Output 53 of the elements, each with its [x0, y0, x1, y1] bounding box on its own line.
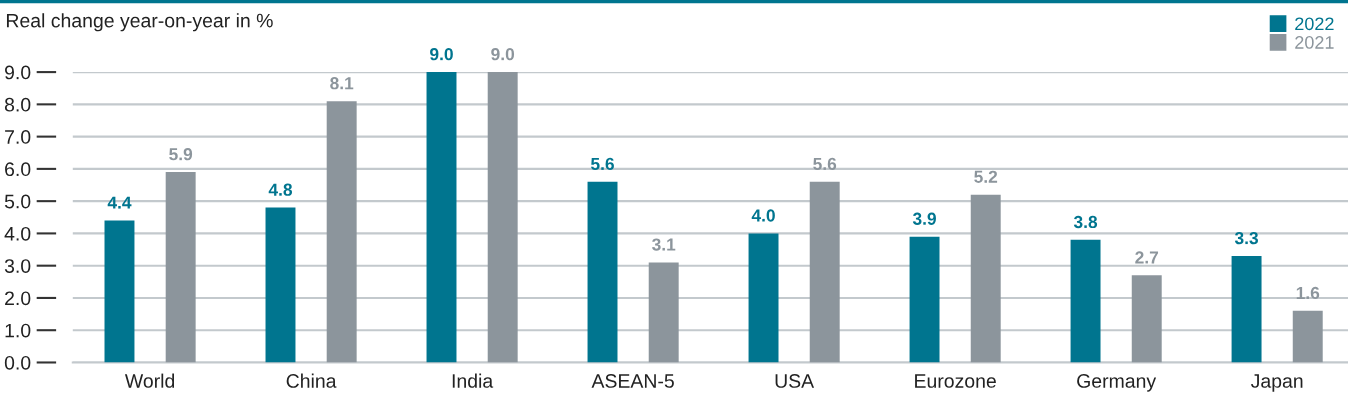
data-label: 1.6 — [1296, 286, 1320, 300]
x-tick-label: Eurozone — [915, 374, 996, 388]
bar — [165, 172, 196, 363]
y-tick-label: 1.0 — [5, 323, 31, 338]
data-label: 5.6 — [813, 157, 837, 171]
bar — [587, 181, 618, 363]
data-label: 3.1 — [652, 238, 676, 251]
bar — [909, 236, 940, 363]
bar — [1292, 310, 1323, 363]
x-tick-label: China — [286, 373, 337, 388]
data-label: 4.4 — [107, 196, 132, 209]
x-tick-label: USA — [775, 374, 815, 388]
bar — [104, 220, 135, 363]
x-tick-label: World — [124, 373, 175, 388]
data-label: 5.9 — [169, 148, 193, 161]
data-label: 3.3 — [1234, 231, 1258, 245]
y-tick-label: 7.0 — [5, 130, 31, 144]
data-label: 3.9 — [912, 212, 936, 225]
data-label: 5.2 — [974, 170, 998, 183]
bar — [1231, 256, 1262, 363]
y-tick-label: 8.0 — [4, 97, 31, 112]
bar — [648, 262, 679, 363]
data-label: 8.1 — [330, 77, 354, 90]
bar — [265, 207, 296, 363]
bar — [326, 101, 357, 363]
y-tick-label: 9.0 — [5, 65, 31, 80]
y-tick-label: 4.0 — [4, 226, 31, 241]
data-label: 4.0 — [751, 209, 775, 222]
bar — [748, 233, 779, 363]
data-label: 4.8 — [268, 183, 293, 196]
y-tick-label: 6.0 — [5, 162, 31, 177]
x-tick-label: Germany — [1077, 374, 1157, 392]
x-tick-label: ASEAN-5 — [591, 374, 674, 388]
y-tick-label: 3.0 — [4, 259, 31, 273]
y-axis-title: Real change year-on-year in % — [6, 13, 273, 32]
data-label: 2.7 — [1135, 251, 1159, 264]
bar — [487, 72, 518, 363]
legend-label: 2021 — [1295, 36, 1334, 49]
x-tick-label: India — [452, 373, 494, 388]
data-label: 5.6 — [590, 157, 614, 171]
data-label: 9.0 — [430, 48, 453, 61]
bar — [1131, 275, 1162, 363]
y-tick-label: 0.0 — [4, 355, 31, 370]
bar — [809, 181, 840, 363]
bar — [1070, 239, 1101, 363]
data-label: 3.8 — [1073, 215, 1098, 229]
bar — [970, 194, 1001, 363]
data-label: 9.0 — [491, 48, 515, 61]
x-tick-label: Japan — [1250, 374, 1303, 392]
legend-label: 2022 — [1295, 17, 1334, 31]
bar — [426, 72, 457, 363]
y-tick-label: 2.0 — [5, 291, 31, 306]
y-tick-label: 5.0 — [4, 194, 31, 209]
